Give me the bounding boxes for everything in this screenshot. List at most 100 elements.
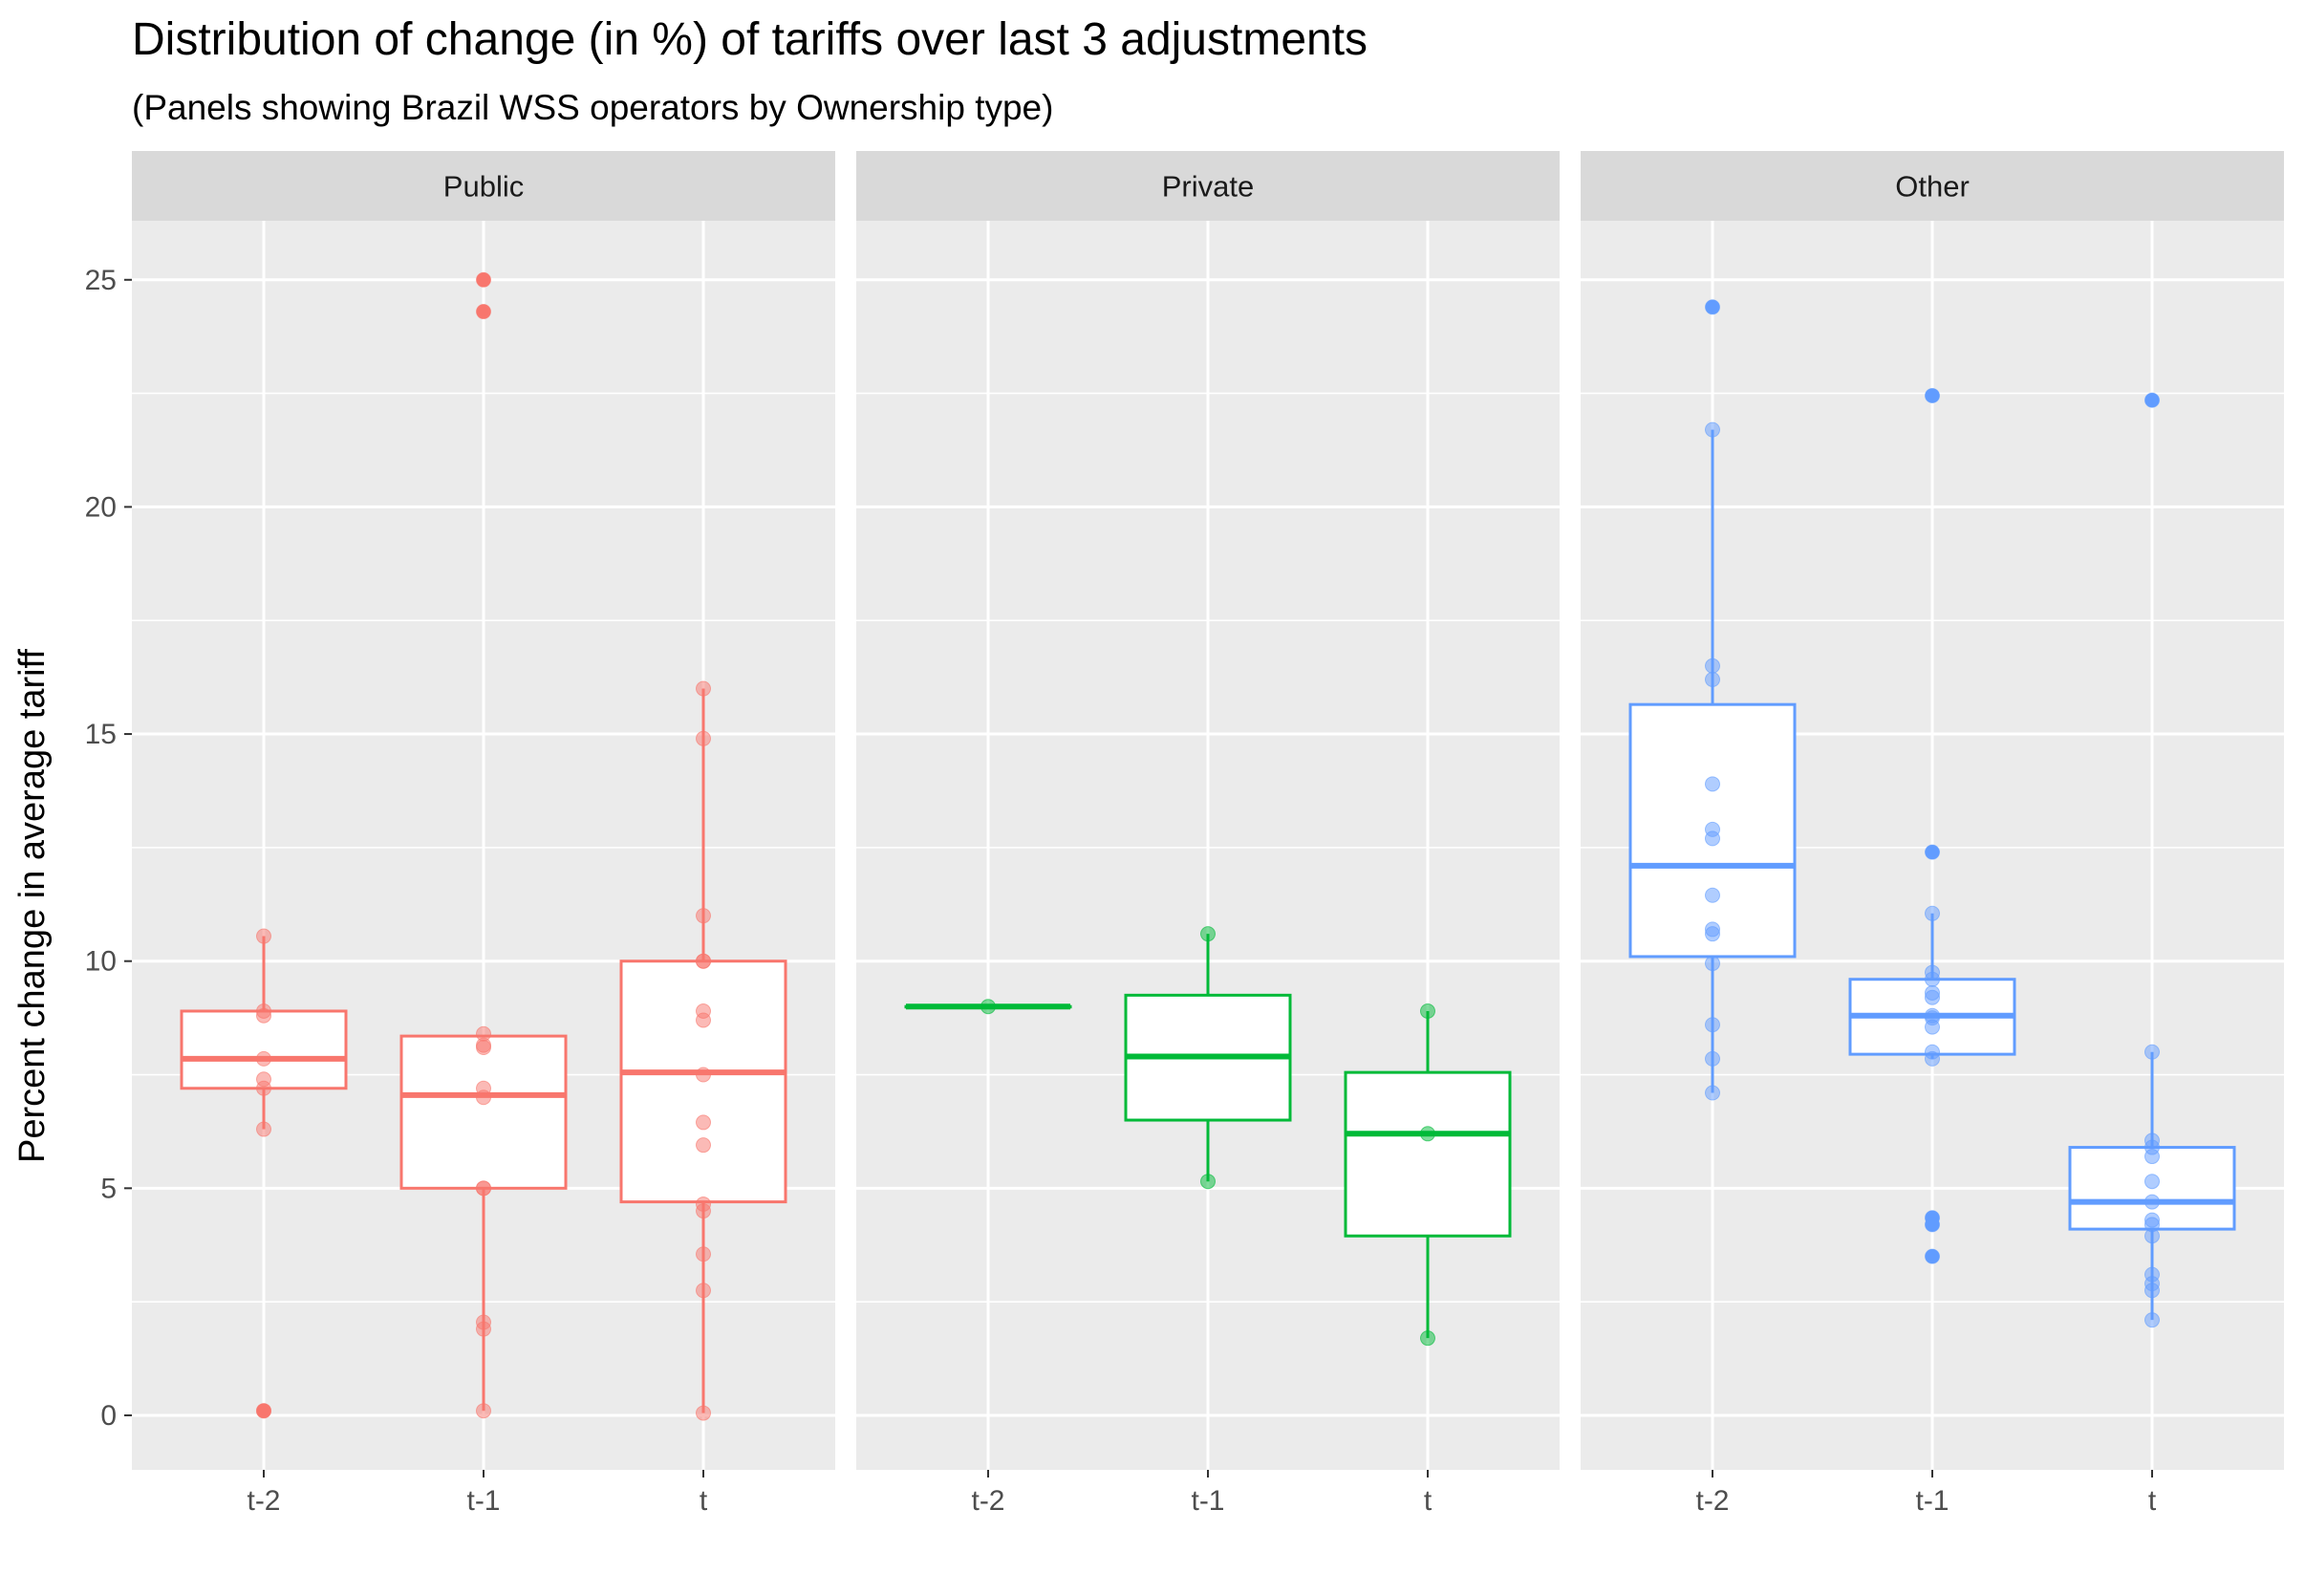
data-point: [476, 1089, 491, 1106]
data-point: [1925, 1248, 1940, 1264]
box-t: [619, 680, 787, 1421]
y-tick-label: 0: [100, 1400, 117, 1432]
x-tick-label: t: [2148, 1485, 2157, 1517]
data-point: [2144, 1228, 2160, 1244]
y-tick-label: 20: [85, 491, 117, 523]
box-t: [1344, 1003, 1512, 1347]
facet-strip: [856, 151, 1560, 221]
data-point: [256, 928, 271, 944]
data-point: [696, 1137, 711, 1154]
chart-title: Distribution of change (in %) of tariffs…: [132, 14, 1368, 65]
data-point: [256, 1080, 271, 1096]
data-point: [1925, 1019, 1940, 1035]
box-t-2: [180, 928, 348, 1419]
facet-strip-label: Other: [1895, 170, 1970, 204]
data-point: [256, 1007, 271, 1024]
data-point: [2144, 1312, 2160, 1328]
y-axis: 0 5 10 15 20 25: [85, 265, 132, 1432]
data-point: [696, 1203, 711, 1219]
panel-other: Other t-2 t-1 t: [1581, 151, 2284, 1517]
data-point: [696, 908, 711, 924]
data-point: [1925, 1217, 1940, 1233]
box-t-2: [1628, 299, 1797, 1101]
box-iqr: [399, 1034, 568, 1190]
data-point: [1420, 1003, 1435, 1019]
y-tick-label: 10: [85, 946, 117, 978]
data-point: [476, 1039, 491, 1055]
data-point: [1705, 672, 1720, 688]
data-point: [1925, 971, 1940, 987]
box-t-1: [1124, 926, 1292, 1190]
data-point: [696, 1283, 711, 1299]
y-tick-label: 15: [85, 719, 117, 750]
data-point: [696, 730, 711, 746]
data-point: [1200, 926, 1216, 942]
data-point: [1705, 830, 1720, 847]
x-tick-label: t: [1424, 1485, 1433, 1517]
y-tick-label: 25: [85, 265, 117, 296]
data-point: [1705, 1085, 1720, 1101]
box-iqr: [1344, 1070, 1512, 1238]
data-point: [1200, 1174, 1216, 1190]
x-tick-label: t: [700, 1485, 708, 1517]
data-point: [1705, 658, 1720, 674]
box-t: [2068, 392, 2236, 1328]
data-point: [1925, 989, 1940, 1005]
data-point: [696, 953, 711, 969]
panel-private: Private t-2 t-1 t: [856, 151, 1560, 1517]
data-point: [696, 1067, 711, 1083]
box-t-2: [904, 999, 1072, 1015]
data-point: [696, 1012, 711, 1028]
data-point: [1705, 299, 1720, 315]
facet-strip: [132, 151, 835, 221]
data-point: [1705, 1017, 1720, 1033]
y-axis-title: Percent change in average tariff: [12, 649, 53, 1163]
data-point: [476, 304, 491, 320]
panels-layer: Public t-2 t-1 t Private t-2 t-1 t Other t-2 t-1 t: [132, 151, 2284, 1517]
data-point: [1925, 387, 1940, 403]
data-point: [256, 1050, 271, 1067]
data-point: [476, 1321, 491, 1337]
box-t-1: [399, 271, 568, 1419]
data-point: [1705, 1050, 1720, 1067]
data-point: [1705, 421, 1720, 438]
x-tick-label: t-2: [1695, 1485, 1729, 1517]
x-tick-label: t-1: [1191, 1485, 1224, 1517]
data-point: [256, 1121, 271, 1137]
data-point: [2144, 1194, 2160, 1210]
data-point: [2144, 392, 2160, 408]
facet-strip: [1581, 151, 2284, 221]
data-point: [696, 1114, 711, 1131]
data-point: [980, 999, 996, 1015]
facet-strip-label: Public: [443, 170, 524, 204]
data-point: [2144, 1149, 2160, 1165]
data-point: [1925, 1050, 1940, 1067]
data-point: [696, 1405, 711, 1421]
data-point: [1925, 844, 1940, 860]
data-point: [476, 271, 491, 288]
x-tick-label: t-2: [971, 1485, 1004, 1517]
chart-subtitle: (Panels showing Brazil WSS operators by …: [132, 88, 1054, 127]
box-t-1: [1848, 387, 2016, 1264]
data-point: [256, 1403, 271, 1419]
data-point: [476, 1403, 491, 1419]
panel-public: Public t-2 t-1 t: [132, 151, 835, 1517]
data-point: [1705, 776, 1720, 792]
x-tick-label: t-2: [247, 1485, 280, 1517]
data-point: [1705, 926, 1720, 942]
data-point: [1925, 905, 1940, 921]
data-point: [1420, 1330, 1435, 1347]
facet-strip-label: Private: [1162, 170, 1254, 204]
data-point: [2144, 1174, 2160, 1190]
x-tick-label: t-1: [1915, 1485, 1949, 1517]
data-point: [2144, 1044, 2160, 1060]
data-point: [2144, 1283, 2160, 1299]
data-point: [476, 1180, 491, 1197]
data-point: [1705, 887, 1720, 903]
data-point: [1705, 956, 1720, 972]
data-point: [696, 680, 711, 697]
y-tick-label: 5: [100, 1173, 117, 1204]
data-point: [696, 1246, 711, 1262]
data-point: [1420, 1126, 1435, 1142]
